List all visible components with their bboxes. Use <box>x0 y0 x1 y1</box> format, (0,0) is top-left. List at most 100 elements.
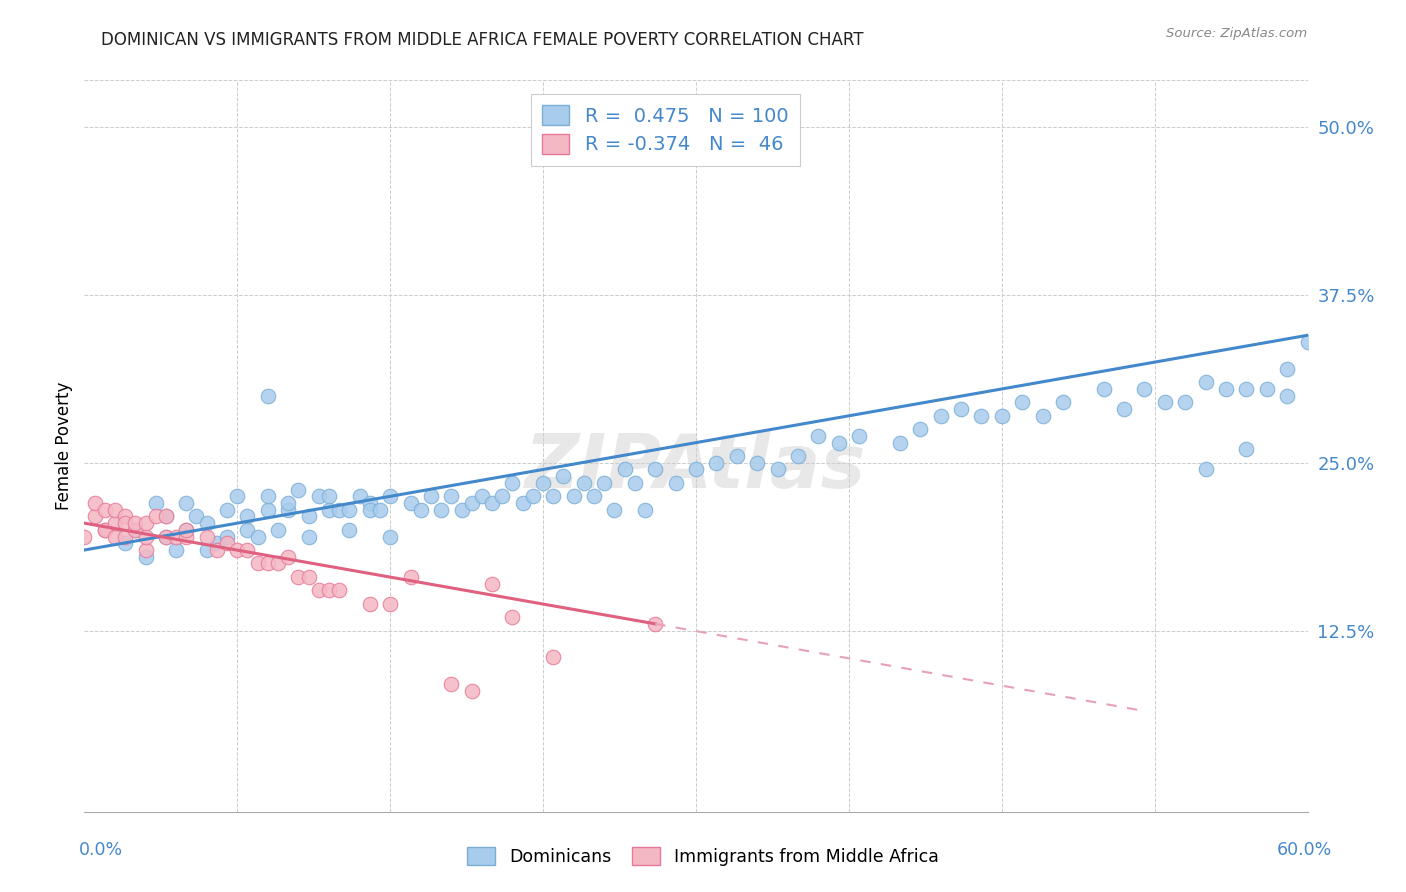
Point <box>380 597 402 611</box>
Point <box>318 489 340 503</box>
Legend: Dominicans, Immigrants from Middle Africa: Dominicans, Immigrants from Middle Afric… <box>460 840 946 872</box>
Point <box>531 475 554 490</box>
Point <box>502 475 524 490</box>
Point <box>807 429 830 443</box>
Point <box>399 570 422 584</box>
Point <box>787 449 810 463</box>
Point <box>624 475 647 490</box>
Point <box>481 576 503 591</box>
Point <box>1052 395 1074 409</box>
Point <box>257 502 280 516</box>
Point <box>950 402 973 417</box>
Y-axis label: Female Poverty: Female Poverty <box>55 382 73 510</box>
Point <box>114 536 136 550</box>
Point <box>359 502 381 516</box>
Point <box>135 549 157 564</box>
Point <box>217 502 239 516</box>
Point <box>339 523 361 537</box>
Point <box>104 502 127 516</box>
Point <box>104 530 127 544</box>
Point <box>1174 395 1197 409</box>
Point <box>205 536 228 550</box>
Point <box>1256 382 1278 396</box>
Point <box>73 530 96 544</box>
Point <box>1277 389 1299 403</box>
Point <box>440 677 463 691</box>
Point <box>217 536 239 550</box>
Point <box>440 489 463 503</box>
Text: 60.0%: 60.0% <box>1277 841 1333 859</box>
Point <box>368 502 391 516</box>
Point <box>135 530 157 544</box>
Point <box>512 496 534 510</box>
Point <box>828 435 851 450</box>
Point <box>328 502 350 516</box>
Point <box>174 530 197 544</box>
Point <box>93 523 115 537</box>
Point <box>1114 402 1136 417</box>
Point <box>277 496 299 510</box>
Point <box>685 462 707 476</box>
Point <box>461 496 484 510</box>
Point <box>1154 395 1177 409</box>
Point <box>124 523 146 537</box>
Point <box>308 489 330 503</box>
Text: ZIPAtlas: ZIPAtlas <box>526 432 866 505</box>
Text: 0.0%: 0.0% <box>79 841 124 859</box>
Point <box>93 523 115 537</box>
Point <box>318 502 340 516</box>
Text: DOMINICAN VS IMMIGRANTS FROM MIDDLE AFRICA FEMALE POVERTY CORRELATION CHART: DOMINICAN VS IMMIGRANTS FROM MIDDLE AFRI… <box>101 31 863 49</box>
Point <box>174 523 197 537</box>
Point <box>706 456 728 470</box>
Point <box>1133 382 1156 396</box>
Point <box>83 509 105 524</box>
Point <box>543 489 565 503</box>
Point <box>522 489 544 503</box>
Point <box>308 583 330 598</box>
Point <box>613 462 636 476</box>
Point <box>1296 334 1319 349</box>
Point <box>491 489 513 503</box>
Point <box>165 543 187 558</box>
Point <box>93 502 115 516</box>
Point <box>257 557 280 571</box>
Point <box>1032 409 1054 423</box>
Point <box>205 543 228 558</box>
Point <box>747 456 769 470</box>
Point <box>910 422 932 436</box>
Point <box>1195 462 1218 476</box>
Legend: R =  0.475   N = 100, R = -0.374   N =  46: R = 0.475 N = 100, R = -0.374 N = 46 <box>530 94 800 166</box>
Point <box>359 597 381 611</box>
Point <box>145 496 167 510</box>
Point <box>430 502 453 516</box>
Point <box>603 502 626 516</box>
Point <box>155 509 177 524</box>
Point <box>135 543 157 558</box>
Point <box>174 523 197 537</box>
Point <box>135 516 157 531</box>
Point <box>1277 361 1299 376</box>
Point <box>929 409 952 423</box>
Point <box>318 583 340 598</box>
Point <box>970 409 993 423</box>
Point <box>257 489 280 503</box>
Point <box>267 557 290 571</box>
Point <box>246 557 269 571</box>
Point <box>1236 442 1258 457</box>
Point <box>155 509 177 524</box>
Point <box>83 496 105 510</box>
Point <box>766 462 789 476</box>
Point <box>298 530 321 544</box>
Point <box>287 483 309 497</box>
Point <box>848 429 870 443</box>
Point <box>409 502 432 516</box>
Point <box>277 549 299 564</box>
Point <box>471 489 494 503</box>
Point <box>420 489 443 503</box>
Point <box>380 530 402 544</box>
Point <box>217 530 239 544</box>
Point <box>665 475 688 490</box>
Point <box>328 583 350 598</box>
Point <box>236 543 259 558</box>
Point <box>399 496 422 510</box>
